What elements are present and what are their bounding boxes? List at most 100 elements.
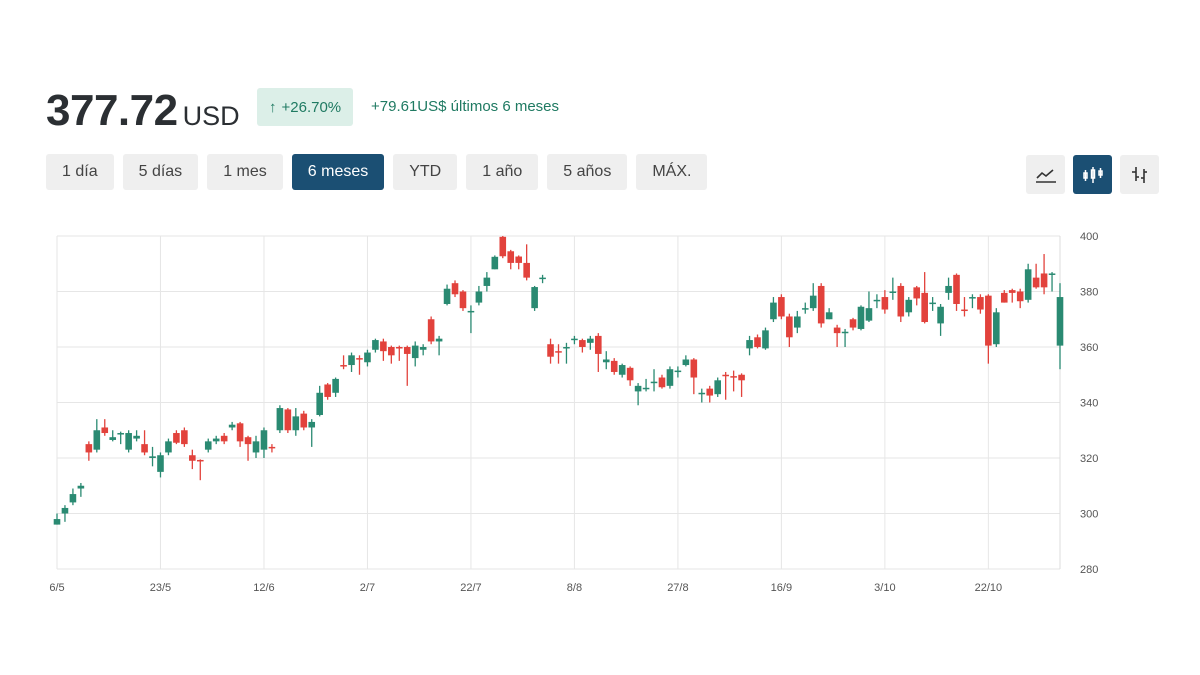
ohlc-chart-button[interactable] (1120, 155, 1159, 194)
candle-body (666, 369, 674, 386)
candle-body (706, 388, 714, 396)
candle-body (698, 392, 706, 395)
candle-body (1056, 297, 1064, 346)
candle-body (491, 256, 499, 270)
x-tick-label: 27/8 (667, 582, 688, 594)
candle-body (817, 285, 825, 324)
candle-body (165, 441, 172, 453)
change-percent: +26.70% (281, 98, 342, 116)
currency-label: USD (182, 101, 240, 131)
range-button[interactable]: 1 mes (207, 154, 283, 190)
range-button[interactable]: 1 año (466, 154, 539, 190)
candle-body (865, 308, 873, 321)
range-button[interactable]: 6 meses (291, 154, 385, 190)
candle-body (181, 430, 188, 445)
candle-body (364, 352, 371, 363)
candle-body (841, 331, 849, 334)
candle-body (292, 416, 300, 431)
x-tick-label: 8/8 (567, 582, 582, 594)
line-chart-icon (1035, 168, 1056, 183)
candle-body (300, 413, 308, 428)
line-chart-button[interactable] (1026, 155, 1065, 194)
candle-body (467, 310, 475, 313)
change-percent-badge: ↑ +26.70% (257, 88, 354, 126)
range-selector: 1 día 5 días 1 mes 6 meses YTD 1 año 5 años MÁX… (46, 154, 708, 190)
candle-body (316, 392, 323, 415)
candle-body (682, 359, 690, 366)
candle-body (499, 236, 507, 257)
candle-body (674, 370, 682, 373)
candle-body (1008, 290, 1016, 293)
chart-type-selector (1026, 155, 1159, 194)
candle-body (650, 381, 658, 384)
candle-body (356, 358, 363, 360)
range-button[interactable]: 1 día (46, 154, 114, 190)
candle-body (977, 297, 984, 310)
candlestick-chart-button[interactable] (1073, 155, 1112, 194)
candle-body (634, 385, 642, 392)
y-tick-label: 380 (1080, 287, 1098, 299)
candle-body (786, 316, 793, 338)
candle-body (658, 377, 666, 388)
current-price: 377.72 (46, 86, 178, 135)
x-tick-label: 2/7 (360, 582, 375, 594)
candle-body (945, 285, 952, 293)
candle-body (204, 441, 212, 450)
candle-body (969, 297, 976, 299)
candle-body (610, 360, 618, 372)
candle-body (579, 340, 586, 347)
candle-body (953, 274, 960, 304)
candle-body (961, 309, 968, 312)
candle-body (889, 291, 897, 293)
range-button[interactable]: 5 días (122, 154, 199, 190)
candle-body (475, 291, 483, 303)
candle-body (921, 292, 928, 323)
candle-body (794, 316, 801, 328)
candle-body (778, 297, 785, 317)
candle-body (531, 287, 538, 309)
candle-body (348, 355, 355, 366)
candle-body (730, 376, 737, 378)
candle-body (913, 287, 921, 299)
candle-body (985, 295, 992, 346)
candle-body (571, 338, 578, 341)
candle-body (308, 421, 316, 428)
candle-body (618, 365, 626, 375)
candle-body (642, 387, 650, 390)
candle-body (738, 374, 745, 381)
candle-body (101, 427, 109, 434)
y-tick-label: 400 (1080, 231, 1098, 243)
candle-body (340, 365, 347, 367)
candle-body (905, 299, 913, 313)
candle-body (435, 338, 443, 342)
x-tick-label: 3/10 (874, 582, 895, 594)
candle-body (427, 319, 435, 342)
range-button[interactable]: YTD (393, 154, 458, 190)
y-tick-label: 320 (1080, 453, 1098, 465)
candle-body (212, 438, 220, 442)
candle-body (260, 430, 268, 450)
candle-body (1016, 291, 1024, 302)
candle-body (395, 347, 403, 349)
range-button[interactable]: 5 años (547, 154, 628, 190)
candle-body (125, 433, 132, 450)
candle-body (881, 297, 889, 310)
candle-body (1024, 269, 1032, 300)
range-button[interactable]: MÁX. (636, 154, 708, 190)
change-amount: +79.61US$ últimos 6 meses (371, 98, 560, 115)
candle-body (770, 302, 777, 320)
y-tick-label: 340 (1080, 398, 1098, 410)
candle-body (849, 319, 857, 328)
candle-body (897, 285, 905, 317)
candle-body (1032, 277, 1040, 288)
y-tick-label: 280 (1080, 564, 1098, 576)
candle-body (268, 446, 276, 449)
x-tick-label: 22/7 (460, 582, 481, 594)
candle-body (937, 306, 944, 324)
candle-body (69, 494, 77, 503)
candle-body (173, 433, 180, 443)
candle-body (833, 327, 841, 334)
x-tick-label: 16/9 (771, 582, 792, 594)
candle-body (220, 435, 228, 442)
candle-body (754, 337, 761, 347)
